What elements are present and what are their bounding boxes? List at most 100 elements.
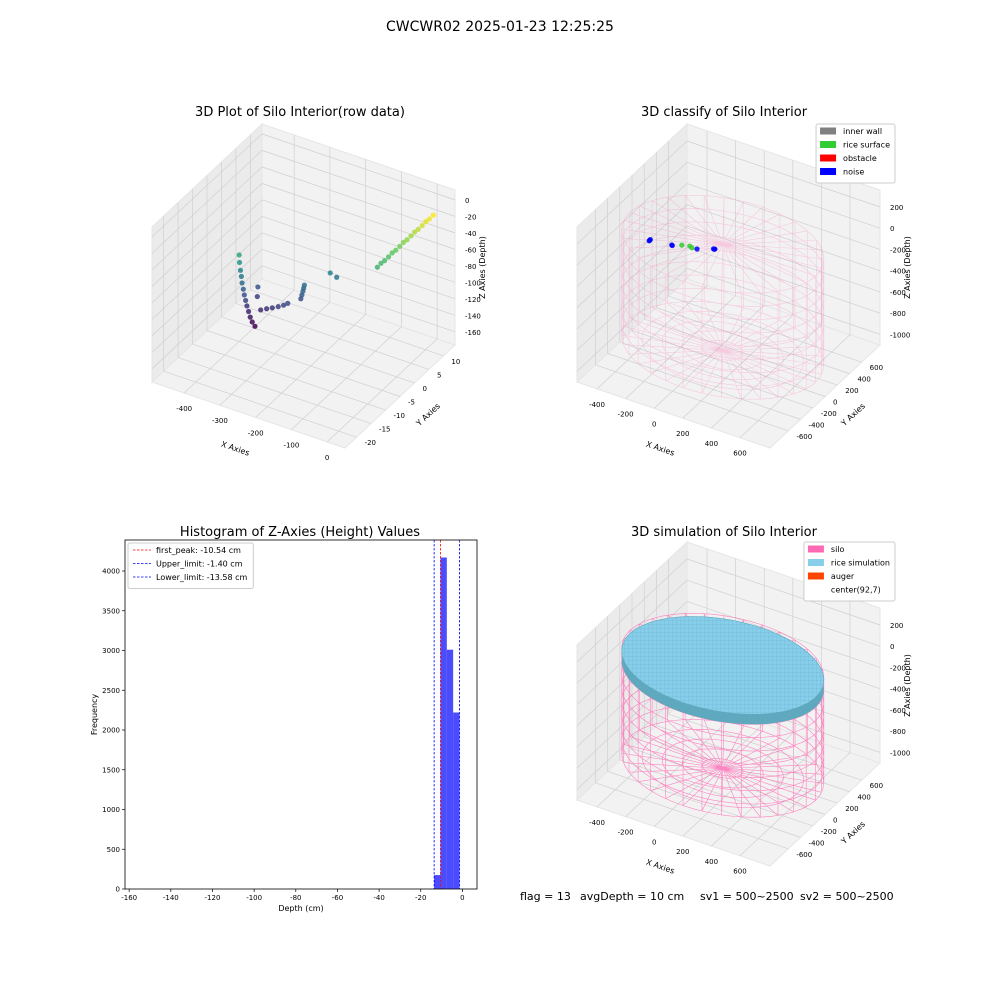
grid-line (576, 558, 688, 663)
y-tick-label: 5 (437, 371, 441, 379)
y-tick-label: -600 (796, 851, 812, 859)
grid-line (686, 601, 881, 668)
y-tick-label: -600 (796, 433, 812, 441)
y-tick-label: 3500 (102, 607, 120, 615)
legend-swatch (820, 168, 837, 175)
grid-line (151, 249, 263, 353)
y-tick-label: -5 (408, 399, 415, 407)
grid-line (151, 232, 263, 337)
grid-line (151, 150, 263, 254)
data-point (382, 257, 388, 264)
grid-line (151, 133, 263, 238)
data-point (393, 247, 399, 253)
grid-line (192, 343, 386, 411)
grid-line (686, 225, 881, 293)
x-tick-label: -60 (332, 894, 343, 902)
z-tick-label: 200 (890, 622, 903, 630)
y-tick-label: 1500 (102, 766, 120, 774)
data-point (411, 229, 418, 235)
grid-line (261, 265, 456, 333)
y-tick-label: 500 (107, 846, 120, 854)
data-point (404, 237, 410, 243)
y-axis-label: Frequency (90, 694, 99, 736)
z-tick-label: -400 (890, 686, 906, 694)
y-tick-label: 3000 (102, 647, 120, 655)
y-axis-label: Y Axies (839, 820, 867, 847)
x-tick-label: -80 (290, 894, 301, 902)
z-tick-label: -800 (890, 310, 906, 318)
y-tick-label: -15 (379, 426, 390, 434)
bar (453, 712, 460, 889)
data-point (285, 300, 291, 306)
data-point (258, 307, 264, 313)
x-tick-label: -200 (248, 429, 264, 437)
legend-swatch (820, 154, 837, 162)
grid-line (686, 161, 881, 229)
legend-swatch (807, 559, 824, 566)
y-tick-label: 600 (870, 364, 883, 372)
grid-line (656, 725, 850, 792)
bar (434, 875, 441, 889)
grid-line (656, 307, 850, 374)
grid-line (151, 183, 263, 287)
z-axis-label: Z Axies (Depth) (903, 236, 912, 299)
x-tick-label: 0 (460, 894, 464, 902)
grid-line (668, 713, 862, 781)
x-tick-label: 600 (733, 868, 746, 876)
grid-line (576, 204, 688, 308)
grid-line (261, 166, 456, 234)
y-tick-label: -200 (821, 410, 837, 418)
y-tick-label: -200 (821, 828, 837, 836)
plot-frame (124, 539, 478, 890)
grid-line (261, 232, 456, 300)
data-point (245, 308, 252, 315)
z-tick-label: -1000 (890, 749, 910, 757)
data-point (689, 245, 695, 251)
z-tick-label: -160 (465, 329, 481, 337)
z-tick-label: -60 (465, 246, 476, 254)
x-axis-label: X Axies (645, 858, 676, 876)
y-tick-label: 600 (870, 782, 883, 790)
grid-line (595, 782, 789, 850)
grid-line (261, 248, 456, 316)
grid-line (686, 558, 881, 626)
z-tick-label: 0 (890, 225, 894, 233)
data-point (430, 212, 436, 218)
grid-line (206, 330, 401, 397)
data-point (238, 273, 244, 280)
grid-line (576, 225, 688, 330)
z-tick-label: -100 (465, 279, 481, 287)
x-tick-label: 400 (705, 858, 718, 866)
chart-title: Histogram of Z-Axies (Height) Values (180, 525, 420, 540)
data-point (280, 302, 287, 308)
data-point (327, 270, 333, 276)
grid-line (686, 268, 881, 335)
grid-line (151, 216, 263, 320)
rice-surface-mesh (621, 616, 824, 715)
x-tick-label: -120 (205, 894, 221, 902)
x-tick-label: -200 (618, 411, 634, 419)
x-tick-label: -160 (121, 894, 137, 902)
y-tick-label: 200 (845, 805, 858, 813)
z-tick-label: -400 (890, 268, 906, 276)
z-tick-label: 0 (890, 643, 894, 651)
data-point (669, 242, 675, 249)
silo-wireframe (621, 195, 825, 400)
legend-label: noise (843, 168, 864, 177)
x-tick-label: -20 (415, 894, 426, 902)
y-tick-label: -20 (365, 439, 376, 447)
data-point (679, 242, 685, 248)
y-axis-label: Y Axies (414, 402, 442, 429)
x-tick-label: -400 (589, 401, 605, 409)
y-tick-label: 0 (422, 385, 426, 393)
grid-line (576, 268, 688, 372)
z-tick-label: -40 (465, 230, 476, 238)
y-tick-label: -10 (394, 412, 405, 420)
legend: inner wall rice surface obstacle noise (815, 123, 896, 184)
figure-title: CWCWR02 2025-01-23 12:25:25 (386, 19, 614, 35)
data-point (385, 254, 392, 260)
x-tick-label: 200 (676, 848, 689, 856)
grid-line (644, 318, 838, 386)
x-tick-label: -100 (283, 442, 299, 450)
data-point (252, 323, 258, 329)
